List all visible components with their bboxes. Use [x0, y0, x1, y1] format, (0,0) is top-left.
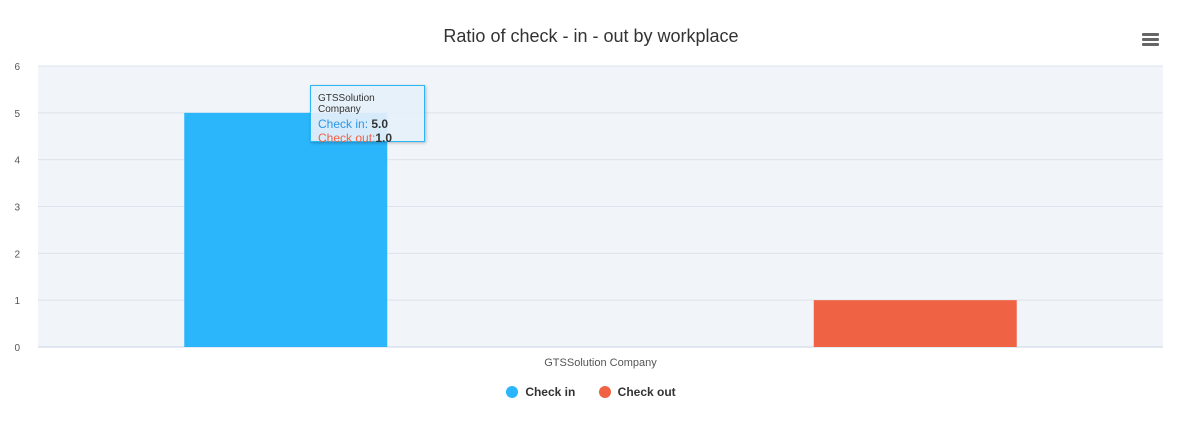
- y-tick-label: 4: [14, 156, 20, 167]
- chart-title: Ratio of check - in - out by workplace: [443, 26, 739, 46]
- tooltip-title: GTSSolution Company: [318, 93, 375, 115]
- y-tick-label: 1: [14, 296, 20, 307]
- bar-check-out: [813, 300, 1017, 347]
- hamburger-menu-icon-bar: [1142, 38, 1159, 41]
- y-tick-label: 5: [14, 109, 20, 120]
- chart-menu-button[interactable]: [1142, 33, 1162, 51]
- bar-check-in: [184, 112, 388, 347]
- tooltip-label-check-out: Check out:: [318, 131, 376, 145]
- hamburger-menu-icon-bar: [1142, 43, 1159, 46]
- legend-marker-check-out: [598, 386, 611, 398]
- y-tick-label: 0: [14, 343, 20, 354]
- legend-marker-check-in: [506, 386, 519, 398]
- y-tick-label: 2: [14, 249, 20, 260]
- legend-label-check-out: Check out: [617, 385, 676, 399]
- legend-label-check-in: Check in: [525, 385, 576, 399]
- tooltip-label-check-in: Check in:: [318, 117, 369, 131]
- y-tick-label: 3: [14, 203, 20, 214]
- tooltip-row-check-out: Check out:1.0: [318, 131, 417, 145]
- chart-legend: Check in Check out: [0, 385, 1182, 401]
- legend-item-check-out[interactable]: Check out: [598, 385, 676, 399]
- chart-tooltip: GTSSolution Company Check in: 5.0 Check …: [310, 85, 425, 145]
- y-tick-label: 6: [14, 62, 20, 73]
- tooltip-value-check-in: 5.0: [371, 117, 389, 131]
- legend-item-check-in[interactable]: Check in: [506, 385, 575, 399]
- tooltip-row-check-in: Check in: 5.0: [318, 117, 417, 131]
- tooltip-value-check-out: 1.0: [375, 131, 393, 145]
- x-tick-label: GTSSolution Company: [544, 357, 657, 369]
- hamburger-menu-icon: [1142, 33, 1159, 36]
